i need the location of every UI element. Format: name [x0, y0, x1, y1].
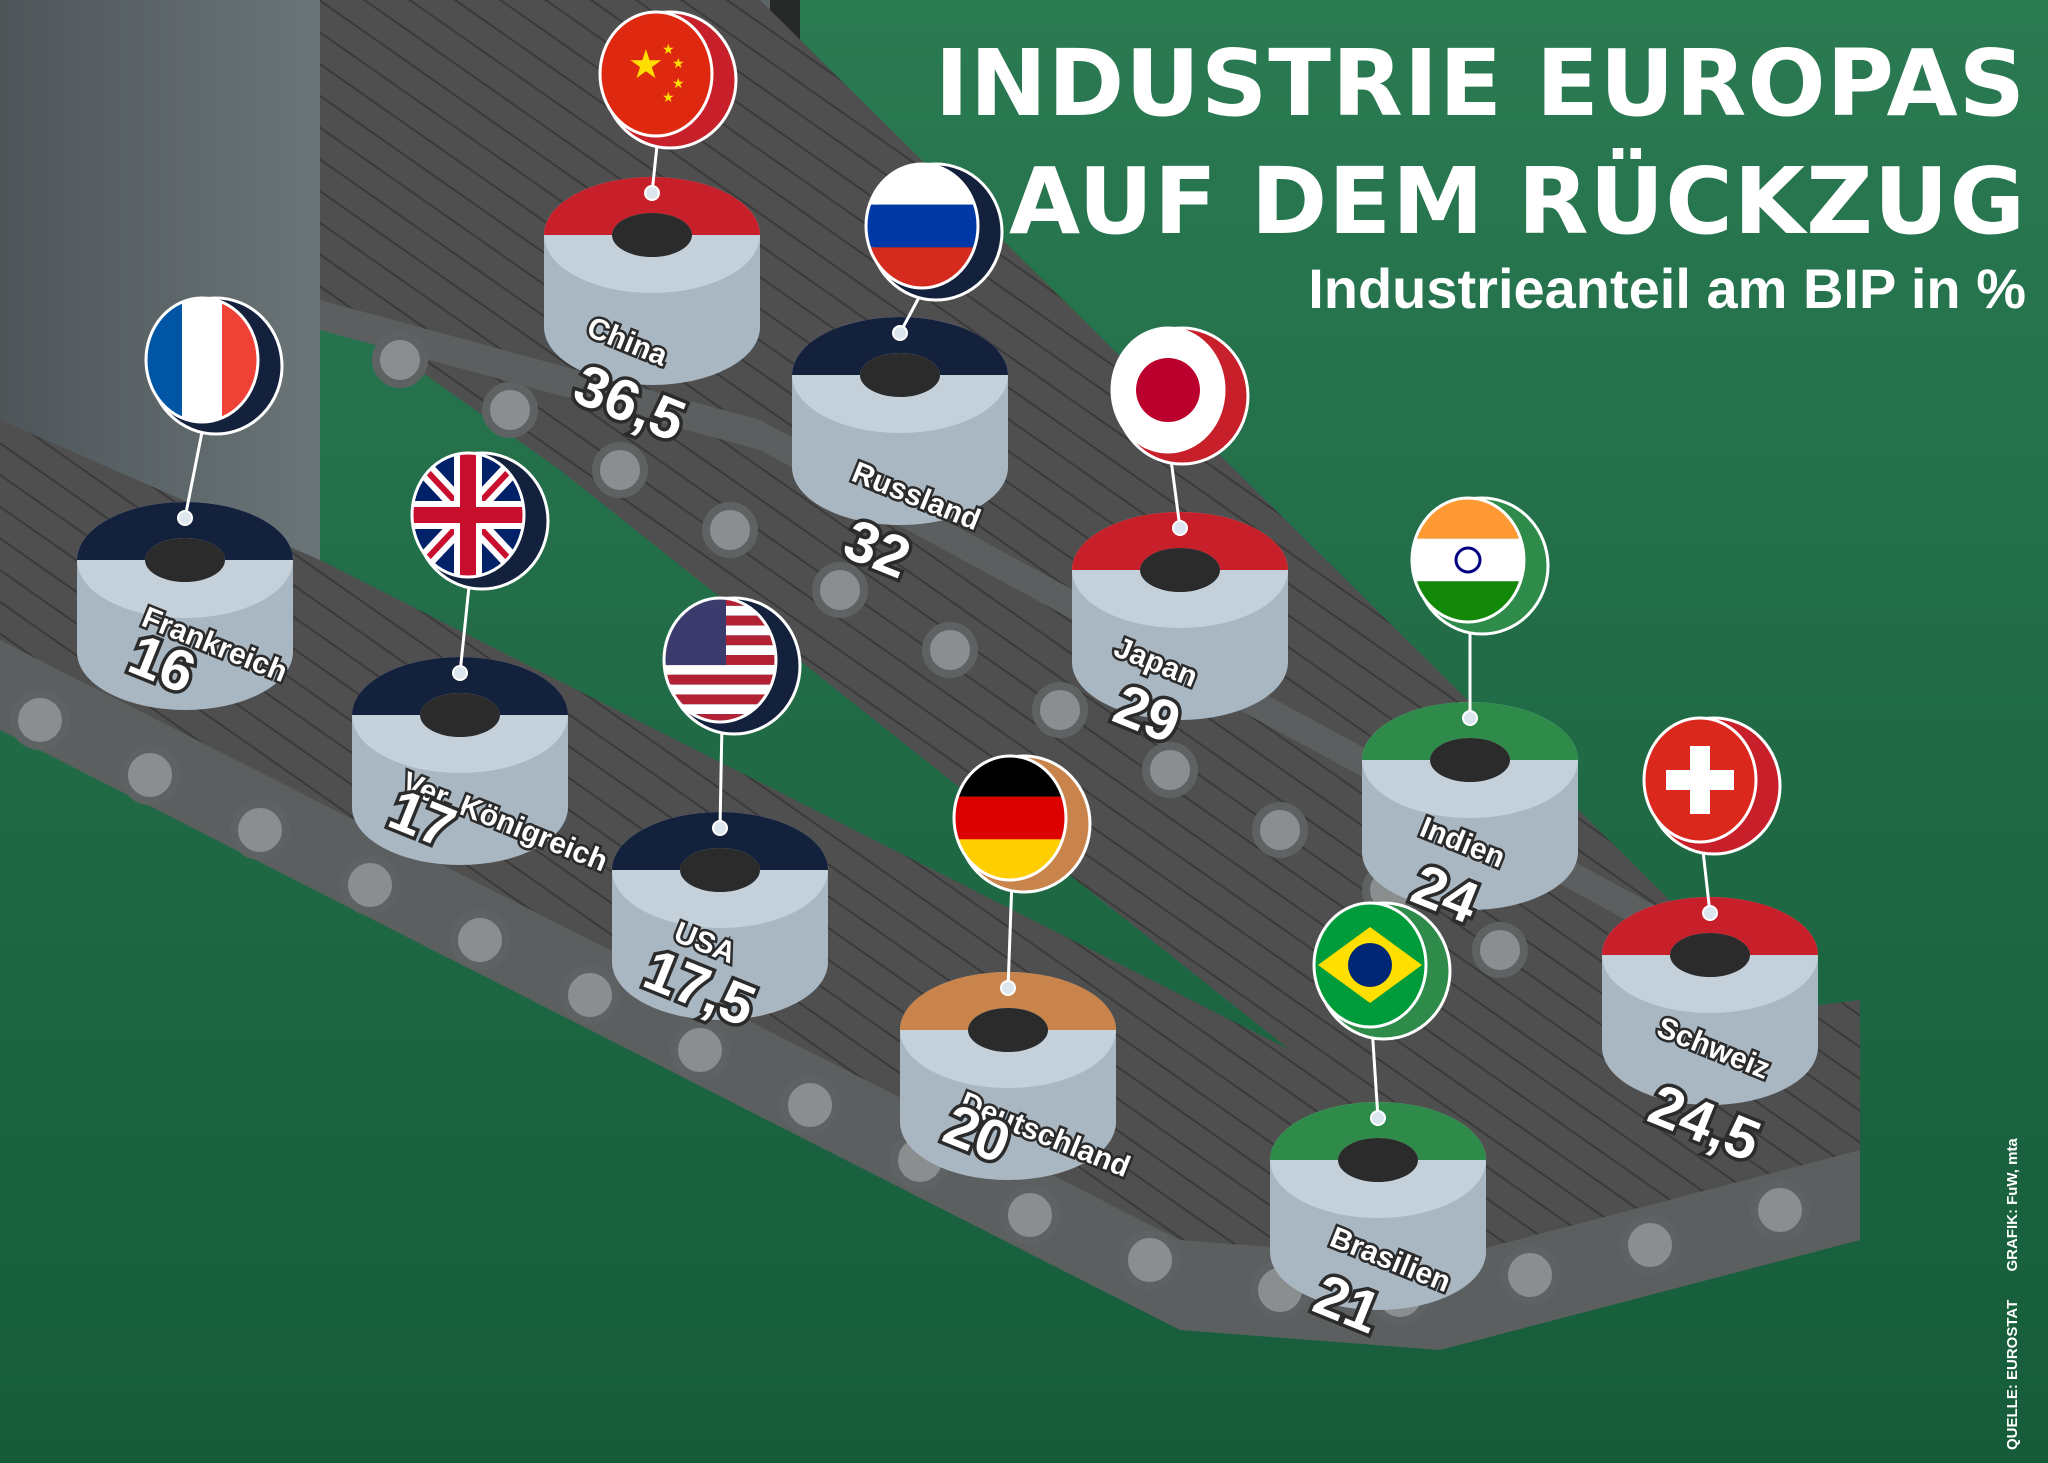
svg-text:★: ★ — [628, 42, 664, 88]
source-note: QUELLE: EUROSTAT GRAFIK: FuW, mta — [2004, 1114, 2021, 1450]
japan-flag-icon — [1110, 326, 1226, 454]
value-ring — [1362, 702, 1578, 910]
value-ring — [1270, 1102, 1486, 1310]
svg-text:★: ★ — [662, 42, 675, 58]
uk-flag-icon — [410, 451, 526, 579]
value-ring — [900, 972, 1116, 1180]
china-flag-icon: ★★★★★ — [598, 10, 714, 138]
value-ring — [544, 177, 760, 385]
value-ring — [1072, 512, 1288, 720]
brazil-flag-icon — [1312, 901, 1428, 1029]
value-ring — [792, 317, 1008, 525]
svg-text:★: ★ — [672, 56, 685, 72]
value-ring — [352, 657, 568, 865]
switzerland-flag-icon — [1642, 716, 1758, 844]
svg-text:★: ★ — [672, 76, 685, 92]
source-label: QUELLE: EUROSTAT — [2004, 1299, 2021, 1450]
value-ring — [1602, 897, 1818, 1105]
svg-text:★: ★ — [662, 90, 675, 106]
title-line-2: AUF DEM RÜCKZUG — [1008, 148, 2026, 255]
title-line-1: INDUSTRIE EUROPAS — [934, 30, 2026, 137]
subtitle: Industrieanteil am BIP in % — [1308, 257, 2026, 320]
value-ring — [77, 502, 293, 710]
value-ring — [612, 812, 828, 1020]
graphic-credit: GRAFIK: FuW, mta — [2004, 1138, 2021, 1272]
